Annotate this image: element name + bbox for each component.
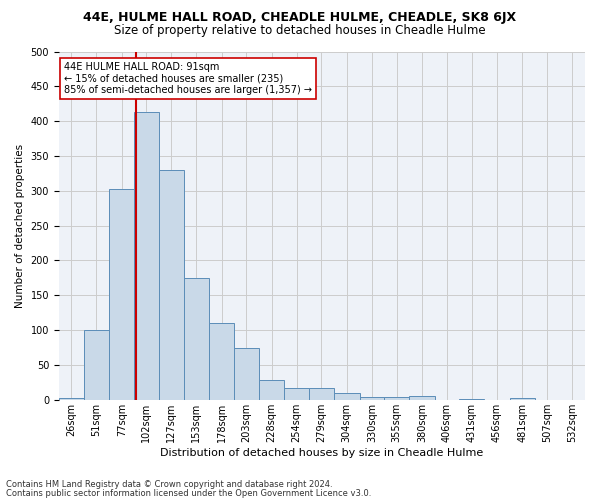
- Text: 44E, HULME HALL ROAD, CHEADLE HULME, CHEADLE, SK8 6JX: 44E, HULME HALL ROAD, CHEADLE HULME, CHE…: [83, 11, 517, 24]
- Y-axis label: Number of detached properties: Number of detached properties: [15, 144, 25, 308]
- Bar: [510, 398, 535, 400]
- Bar: [59, 398, 83, 400]
- Bar: [259, 380, 284, 400]
- Text: Contains public sector information licensed under the Open Government Licence v3: Contains public sector information licen…: [6, 488, 371, 498]
- Text: Size of property relative to detached houses in Cheadle Hulme: Size of property relative to detached ho…: [114, 24, 486, 37]
- Bar: [184, 278, 209, 400]
- Bar: [359, 397, 384, 400]
- X-axis label: Distribution of detached houses by size in Cheadle Hulme: Distribution of detached houses by size …: [160, 448, 484, 458]
- Bar: [209, 323, 234, 400]
- Bar: [460, 399, 484, 400]
- Text: 44E HULME HALL ROAD: 91sqm
← 15% of detached houses are smaller (235)
85% of sem: 44E HULME HALL ROAD: 91sqm ← 15% of deta…: [64, 62, 312, 95]
- Bar: [234, 348, 259, 400]
- Bar: [409, 396, 434, 400]
- Text: Contains HM Land Registry data © Crown copyright and database right 2024.: Contains HM Land Registry data © Crown c…: [6, 480, 332, 489]
- Bar: [109, 188, 134, 400]
- Bar: [309, 388, 334, 400]
- Bar: [284, 388, 309, 400]
- Bar: [83, 330, 109, 400]
- Bar: [134, 112, 159, 400]
- Bar: [159, 170, 184, 400]
- Bar: [384, 397, 409, 400]
- Bar: [334, 393, 359, 400]
